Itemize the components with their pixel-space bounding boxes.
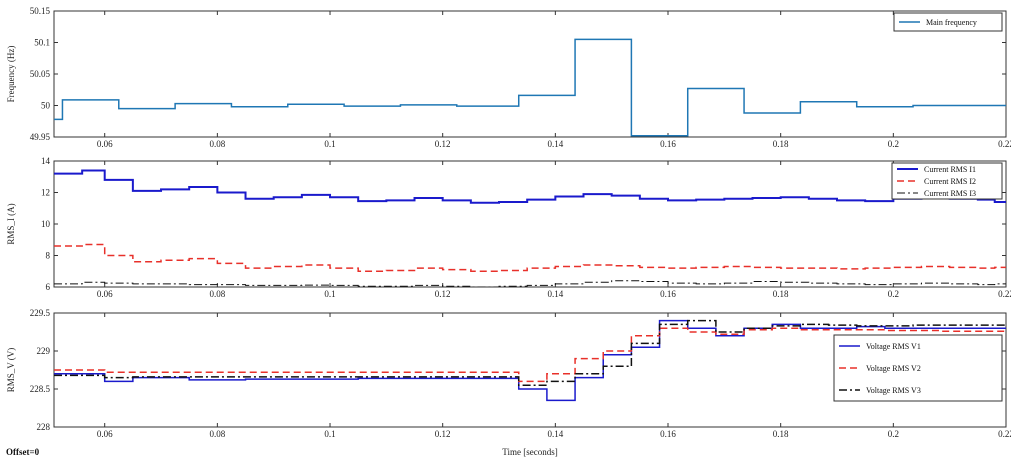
plot-area bbox=[53, 160, 1007, 288]
y-tick-label: 8 bbox=[46, 251, 51, 261]
x-tick-label: 0.1 bbox=[324, 139, 335, 149]
y-tick-label: 14 bbox=[41, 156, 51, 166]
legend: Voltage RMS V1 Voltage RMS V2 Voltage RMS … bbox=[833, 334, 1003, 402]
series-line-3 bbox=[54, 319, 1006, 386]
offset-label: Offset=0 bbox=[6, 447, 40, 457]
legend-entry: Voltage RMS V1 bbox=[866, 342, 921, 351]
legend-entry: Voltage RMS V3 bbox=[866, 386, 921, 395]
x-tick-label: 0.06 bbox=[97, 289, 113, 299]
y-tick-label: 10 bbox=[41, 219, 51, 229]
x-tick-label: 0.2 bbox=[888, 139, 899, 149]
x-tick-label: 0.16 bbox=[660, 429, 676, 439]
chart-panel-2: 0.06 0.08 0.1 0.12 0.14 0.16 0.18 0.2 0.22 6 8 10 12… bbox=[6, 156, 1011, 299]
legend: Current RMS I1 Current RMS I2 Current RMS … bbox=[891, 162, 1003, 200]
series-line-1 bbox=[54, 38, 1006, 137]
series-line-1 bbox=[54, 319, 1006, 402]
legend-entry: Voltage RMS V2 bbox=[866, 364, 921, 373]
series-line-2 bbox=[54, 327, 1006, 383]
x-tick-label: 0.08 bbox=[209, 429, 225, 439]
legend-entry: Current RMS I1 bbox=[924, 165, 976, 174]
x-tick-label: 0.18 bbox=[773, 429, 789, 439]
x-tick-label: 0.18 bbox=[773, 139, 789, 149]
y-tick-label: 6 bbox=[46, 282, 51, 292]
x-tick-label: 0.22 bbox=[998, 289, 1011, 299]
chart-panel-3: 0.06 0.08 0.1 0.12 0.14 0.16 0.18 0.2 0.22 228 228… bbox=[6, 308, 1011, 457]
y-tick-label: 50.1 bbox=[34, 38, 50, 48]
x-tick-label: 0.14 bbox=[547, 289, 563, 299]
x-tick-label: 0.06 bbox=[97, 139, 113, 149]
x-tick-label: 0.14 bbox=[547, 429, 563, 439]
chart-panel-1: 0.06 0.08 0.1 0.12 0.14 0.16 0.18 0.2 0.22 49.95 5… bbox=[6, 6, 1011, 149]
x-tick-label: 0.16 bbox=[660, 289, 676, 299]
legend: Main frequency bbox=[893, 12, 1003, 32]
legend-entry: Current RMS I3 bbox=[924, 189, 976, 198]
x-tick-label: 0.12 bbox=[435, 429, 451, 439]
x-tick-label: 0.18 bbox=[773, 289, 789, 299]
y-tick-label: 49.95 bbox=[30, 132, 51, 142]
series-line-3 bbox=[54, 280, 1006, 287]
y-tick-label: 12 bbox=[41, 188, 50, 198]
x-tick-label: 0.08 bbox=[209, 139, 225, 149]
x-axis-label: Time [seconds] bbox=[502, 447, 557, 457]
y-tick-label: 50.15 bbox=[30, 6, 51, 16]
series-line-1 bbox=[54, 169, 1006, 204]
y-tick-label: 229.5 bbox=[30, 308, 51, 318]
y-tick-label: 228.5 bbox=[30, 384, 51, 394]
series-line-2 bbox=[54, 243, 1006, 272]
y-tick-label: 229 bbox=[37, 346, 51, 356]
y-axis-label: RMS_V (V) bbox=[6, 348, 16, 393]
x-tick-label: 0.08 bbox=[209, 289, 225, 299]
x-tick-label: 0.2 bbox=[888, 289, 899, 299]
x-tick-label: 0.12 bbox=[435, 289, 451, 299]
legend-box bbox=[893, 12, 1003, 32]
x-tick-label: 0.1 bbox=[324, 289, 335, 299]
legend-box bbox=[833, 334, 1003, 402]
y-axis-label: RMS_I (A) bbox=[6, 203, 16, 244]
x-tick-label: 0.1 bbox=[324, 429, 335, 439]
x-tick-label: 0.16 bbox=[660, 139, 676, 149]
x-tick-label: 0.12 bbox=[435, 139, 451, 149]
legend-entry: Main frequency bbox=[926, 18, 977, 27]
legend-entry: Current RMS I2 bbox=[924, 177, 976, 186]
x-tick-label: 0.06 bbox=[97, 429, 113, 439]
y-tick-label: 50.05 bbox=[30, 69, 51, 79]
x-tick-label: 0.14 bbox=[547, 139, 563, 149]
x-tick-label: 0.22 bbox=[998, 139, 1011, 149]
y-axis-label: Frequency (Hz) bbox=[6, 46, 16, 103]
y-tick-label: 50 bbox=[41, 101, 51, 111]
y-tick-label: 228 bbox=[37, 422, 51, 432]
plot-area bbox=[53, 10, 1007, 138]
x-tick-label: 0.2 bbox=[888, 429, 899, 439]
x-tick-label: 0.22 bbox=[998, 429, 1011, 439]
